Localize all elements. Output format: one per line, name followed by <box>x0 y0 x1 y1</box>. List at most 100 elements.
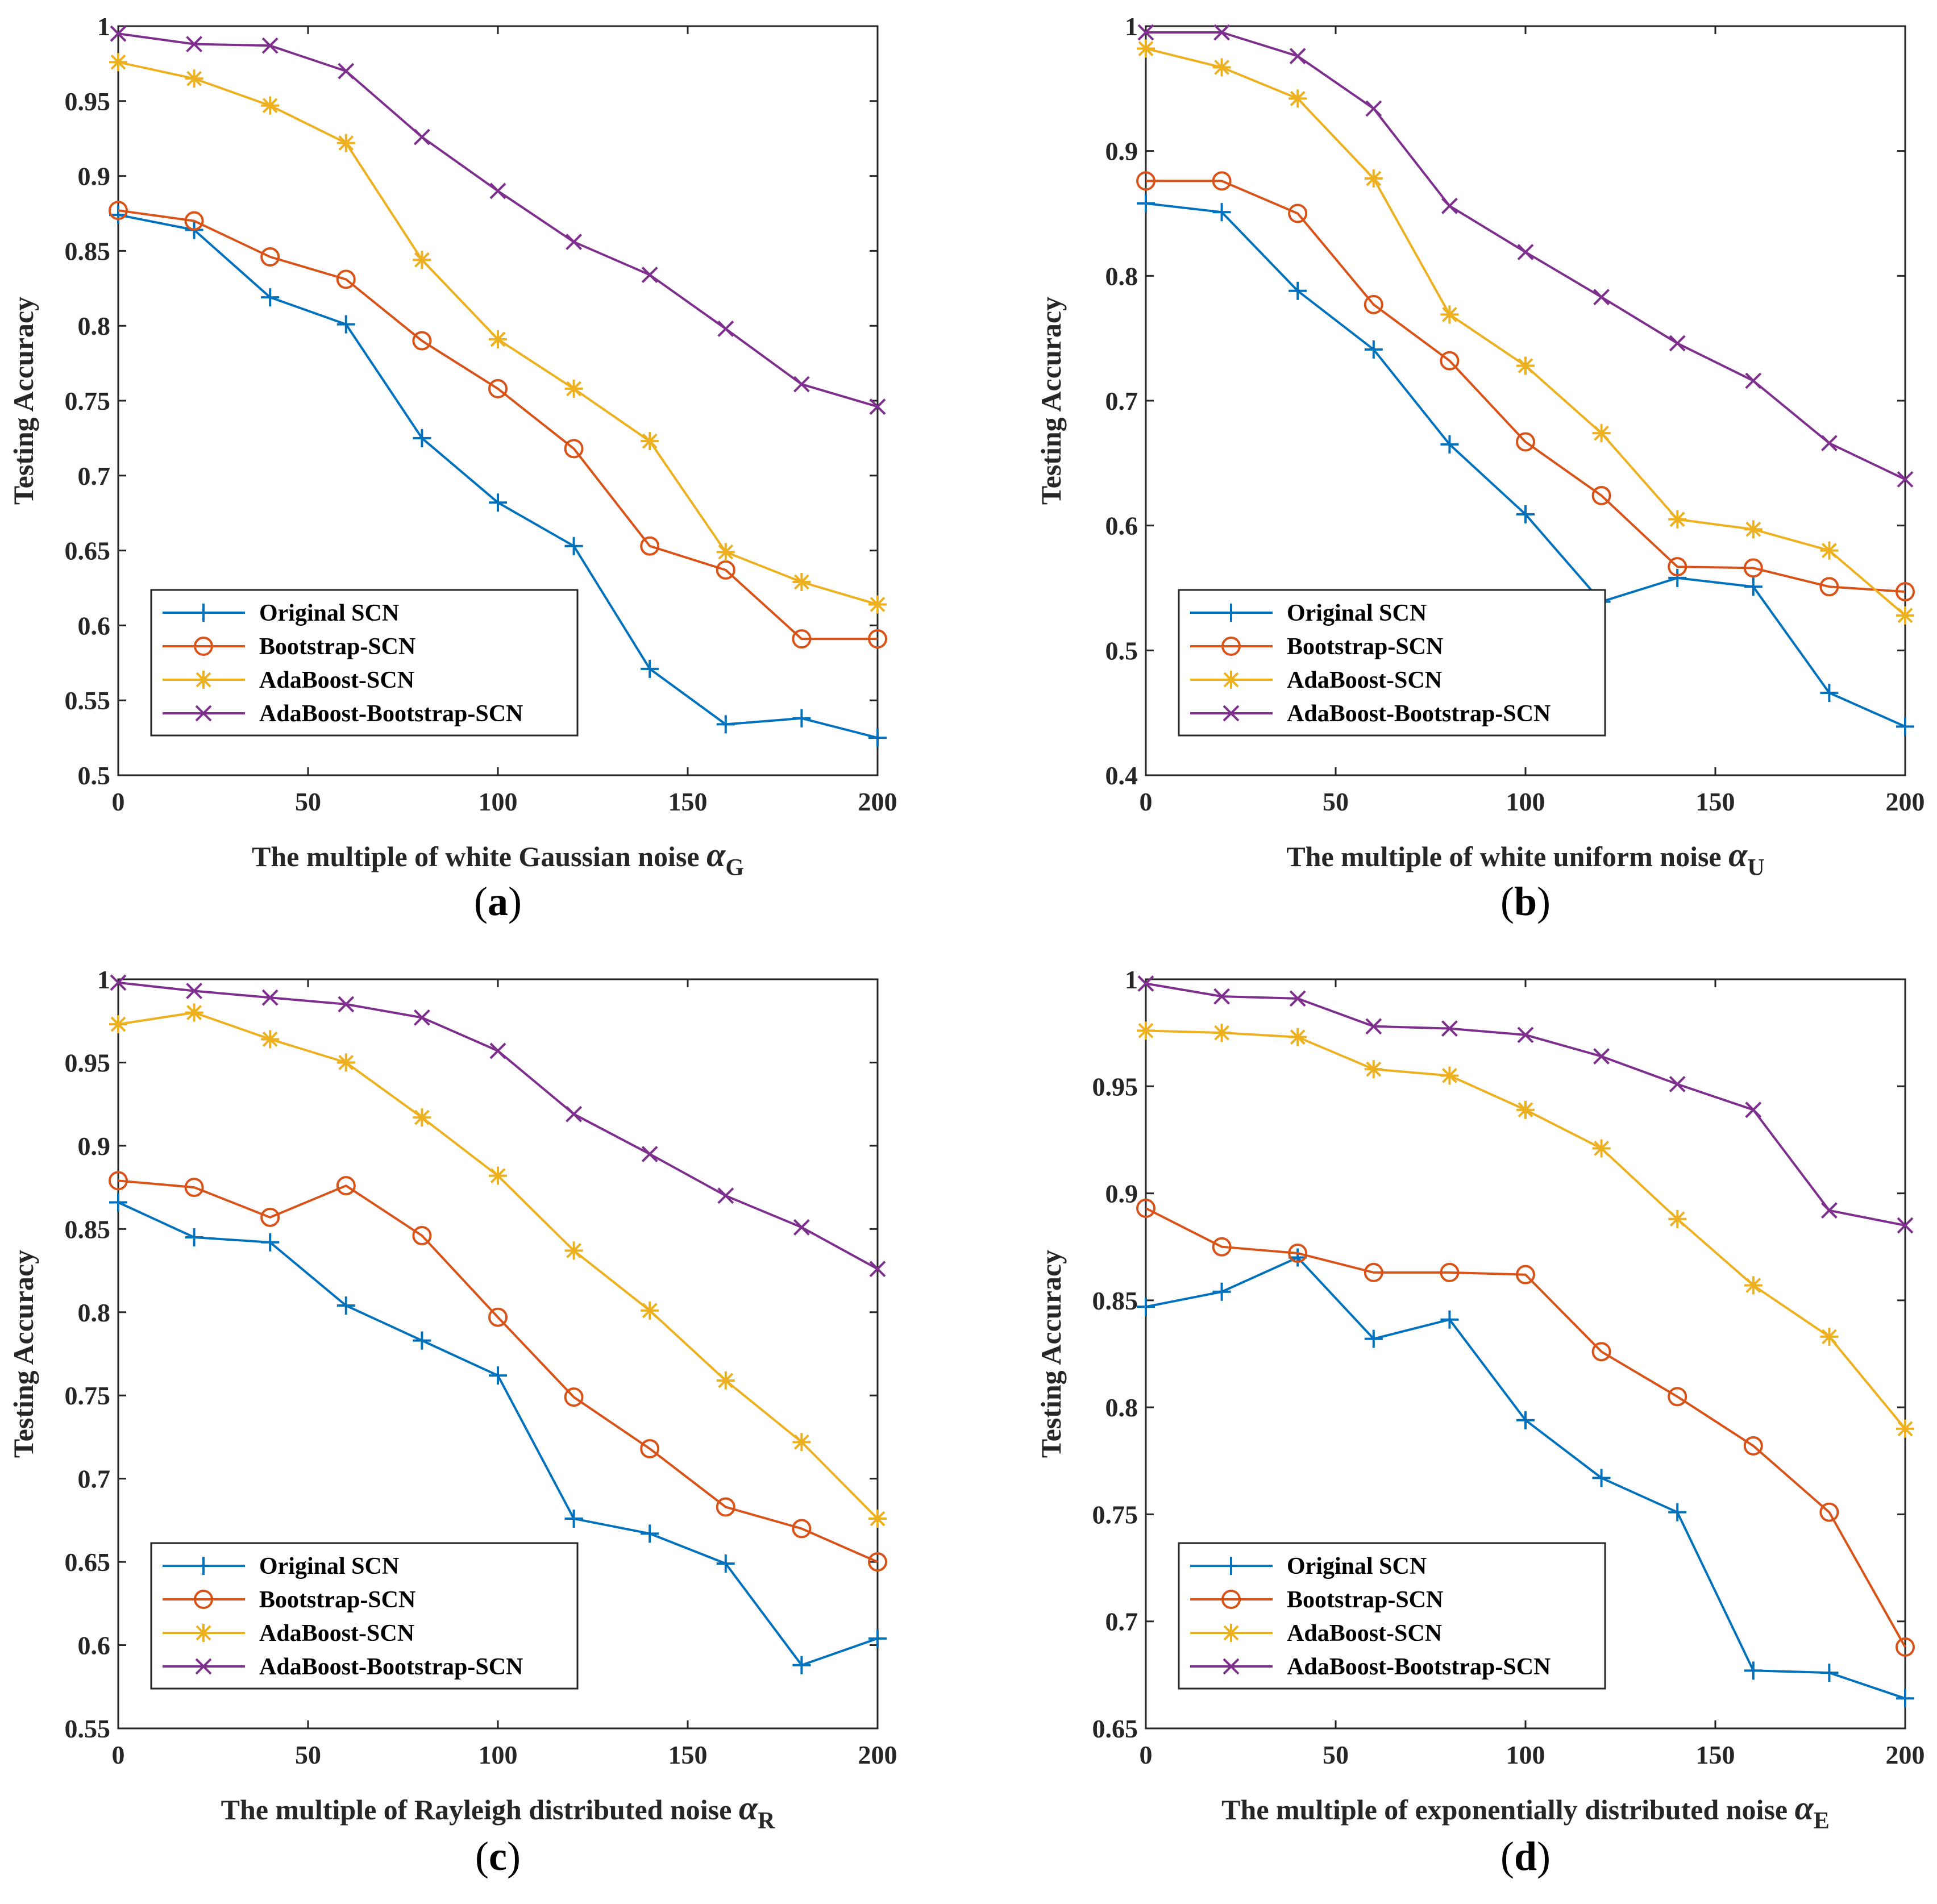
legend-label: Original SCN <box>1287 1553 1427 1579</box>
y-tick-label: 0.65 <box>65 1548 111 1577</box>
data-point <box>109 1171 128 1191</box>
data-point <box>1213 988 1231 1005</box>
x-axis-label: The multiple of white uniform noise αU <box>1286 836 1764 881</box>
data-point <box>1820 1327 1839 1346</box>
x-tick-label: 50 <box>295 1740 321 1769</box>
data-point <box>412 331 432 351</box>
y-tick-label: 0.5 <box>78 761 111 790</box>
data-point <box>489 493 507 512</box>
data-point <box>1365 1018 1382 1035</box>
legend-box <box>1178 1542 1606 1690</box>
x-tick-label: 150 <box>668 787 708 816</box>
data-point <box>716 715 735 734</box>
y-axis-label: Testing Accuracy <box>7 1250 39 1458</box>
data-point <box>1212 1024 1231 1042</box>
legend-label: AdaBoost-SCN <box>1287 1620 1442 1647</box>
series-original-scn <box>1137 1248 1914 1708</box>
y-tick-label: 0.95 <box>1092 1072 1138 1101</box>
x-tick-label: 50 <box>1323 787 1349 816</box>
data-point <box>1820 541 1839 560</box>
data-point <box>489 330 507 348</box>
data-point <box>1364 340 1383 359</box>
legend-marker <box>194 671 213 689</box>
legend-label: AdaBoost-Bootstrap-SCN <box>259 1654 523 1680</box>
y-tick-label: 0.6 <box>78 611 111 640</box>
data-point <box>1212 58 1231 77</box>
data-point <box>1897 471 1914 488</box>
y-tick-label: 1 <box>1125 965 1138 994</box>
data-point <box>868 1509 887 1528</box>
data-point <box>1137 194 1155 213</box>
x-tick-label: 200 <box>858 787 897 816</box>
legend-entry: AdaBoost-SCN <box>1190 667 1442 693</box>
data-point <box>1669 1076 1686 1092</box>
data-point <box>1745 1101 1762 1119</box>
data-point <box>1289 48 1306 65</box>
data-point <box>1440 351 1460 371</box>
data-point <box>489 182 506 199</box>
data-point <box>716 1554 735 1573</box>
y-tick-label: 0.85 <box>65 236 111 265</box>
data-point <box>640 1439 660 1458</box>
y-tick-label: 0.9 <box>1105 137 1138 166</box>
legend-marker <box>194 1624 213 1642</box>
data-point <box>336 134 355 152</box>
data-point <box>261 1030 280 1049</box>
chart-panel-c: 0 50 100 150 200 0.55 0.6 0.65 0.7 0.75 0.8 0.85 0.9… <box>7 965 897 1879</box>
y-tick-label: 0.75 <box>65 386 111 415</box>
data-point <box>716 1371 735 1390</box>
x-tick-label: 200 <box>1886 787 1925 816</box>
series-adaboost-bootstrap-scn <box>110 974 886 1278</box>
x-tick-label: 150 <box>668 1740 708 1769</box>
data-point <box>868 595 887 614</box>
data-point <box>1364 294 1383 314</box>
data-point <box>1896 606 1914 625</box>
legend-label: Original SCN <box>1287 600 1427 626</box>
legend-marker <box>194 1590 213 1609</box>
legend-marker <box>195 705 212 722</box>
legend-entry: AdaBoost-SCN <box>163 667 414 693</box>
data-point <box>489 1166 507 1185</box>
x-tick-label: 100 <box>1506 787 1545 816</box>
legend-label: AdaBoost-SCN <box>259 1620 414 1647</box>
data-point <box>1137 975 1154 992</box>
legend-label: AdaBoost-Bootstrap-SCN <box>259 701 523 727</box>
data-point <box>184 211 204 231</box>
data-point <box>413 128 430 145</box>
series-adaboost-scn <box>109 53 887 614</box>
series-line <box>1145 1207 1906 1648</box>
data-point <box>1516 505 1535 523</box>
series-line <box>118 1179 878 1563</box>
data-point <box>1592 1469 1611 1487</box>
data-point <box>564 1387 584 1407</box>
data-point <box>185 1003 203 1022</box>
data-point <box>1441 1020 1458 1037</box>
panel-caption: (b) <box>1500 879 1551 924</box>
data-point <box>1288 89 1307 108</box>
y-tick-label: 0.7 <box>1105 1607 1138 1636</box>
data-point <box>1592 424 1611 443</box>
data-point <box>338 996 355 1013</box>
data-point <box>1744 1661 1763 1680</box>
data-point <box>1364 1329 1383 1348</box>
data-point <box>261 288 280 307</box>
data-point <box>1136 171 1155 191</box>
data-point <box>793 376 810 393</box>
legend-label: AdaBoost-Bootstrap-SCN <box>1287 701 1551 727</box>
legend-entry: Bootstrap-SCN <box>1190 634 1443 660</box>
y-tick-label: 0.8 <box>1105 1393 1138 1422</box>
data-point <box>185 69 203 88</box>
legend-entry: Original SCN <box>163 1553 399 1579</box>
data-point <box>641 267 658 283</box>
data-point <box>110 974 127 991</box>
data-point <box>1668 1209 1687 1228</box>
data-point <box>1820 1202 1838 1219</box>
legend-marker <box>1223 705 1240 722</box>
data-point <box>640 536 660 556</box>
legend-entry: Original SCN <box>1190 1553 1427 1579</box>
data-point <box>1365 100 1382 117</box>
data-point <box>641 432 659 451</box>
data-point <box>1364 1262 1383 1282</box>
data-point <box>792 1656 811 1674</box>
data-point <box>1593 1048 1610 1065</box>
